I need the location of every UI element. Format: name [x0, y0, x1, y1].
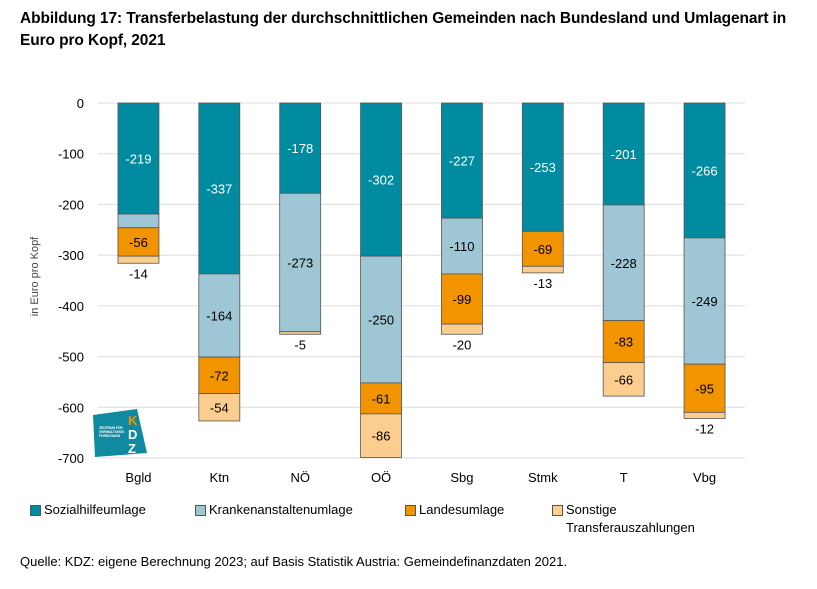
data-label: -164: [206, 308, 232, 323]
legend-label-line1: Sonstige: [566, 502, 617, 517]
data-label: -14: [129, 266, 148, 281]
bar-segment: [198, 102, 241, 275]
data-label: -249: [692, 294, 718, 309]
data-label: -13: [533, 276, 552, 291]
y-tick-label: -200: [58, 197, 84, 212]
data-label: -201: [611, 147, 637, 162]
x-tick-label: T: [620, 470, 628, 485]
legend-swatch: [552, 505, 563, 516]
data-label: -253: [530, 160, 556, 175]
data-label: -56: [129, 235, 148, 250]
data-label: -72: [210, 368, 229, 383]
bar-segment: [683, 363, 726, 413]
data-label: -227: [449, 154, 475, 169]
data-label: -337: [206, 181, 232, 196]
logo-text-line: ZENTRUM FÜR: [99, 426, 123, 430]
data-label: -266: [692, 163, 718, 178]
data-label: -61: [372, 391, 391, 406]
bar-segment: [602, 320, 645, 364]
logo-letter-d: D: [128, 427, 137, 442]
bar-segment: [441, 323, 483, 335]
logo-letter-z: Z: [128, 441, 136, 456]
bar-segment: [521, 265, 564, 274]
bar-segment: [360, 255, 402, 384]
legend-label-line2: Transferauszahlungen: [566, 520, 695, 535]
legend-label: Krankenanstaltenumlage: [209, 502, 353, 517]
bar-segment: [602, 362, 645, 397]
logo-letter-k: K: [128, 413, 138, 428]
data-label: -5: [294, 337, 306, 352]
logo-text-line: VERWALTUNGS: [99, 430, 125, 434]
bar-segment: [117, 227, 160, 257]
data-label: -83: [614, 335, 633, 350]
data-label: -69: [533, 242, 552, 257]
bar-segment: [198, 393, 241, 422]
bar-segment: [602, 204, 645, 321]
legend-item-sozialhilfeumlage: Sozialhilfeumlage: [30, 501, 146, 519]
legend-swatch: [30, 505, 41, 516]
bar-segment: [360, 413, 402, 458]
legend-item-krankenanstaltenumlage: Krankenanstaltenumlage: [195, 501, 353, 519]
y-tick-label: -100: [58, 147, 84, 162]
bar-segment: [198, 356, 241, 394]
x-tick-label: NÖ: [290, 470, 310, 485]
x-tick-label: Sbg: [450, 470, 473, 485]
data-label: -54: [210, 400, 229, 415]
legend-label: Sozialhilfeumlage: [44, 502, 146, 517]
bar-segment: [117, 102, 160, 215]
legend-item-sonstige-transferauszahlungen: Sonstige Transferauszahlungen: [552, 501, 695, 537]
bar-segment: [441, 273, 483, 325]
y-tick-label: -500: [58, 350, 84, 365]
x-tick-label: Bgld: [125, 470, 151, 485]
bar-segment: [360, 382, 402, 415]
bar-segment: [279, 331, 322, 335]
x-tick-label: Vbg: [693, 470, 716, 485]
source-note: Quelle: KDZ: eigene Berechnung 2023; auf…: [20, 554, 568, 569]
data-label: -178: [287, 141, 313, 156]
legend-item-landesumlage: Landesumlage: [405, 501, 504, 519]
x-tick-label: Ktn: [210, 470, 230, 485]
data-label: -250: [368, 313, 394, 328]
bar-segment: [198, 273, 241, 358]
data-label: -66: [614, 372, 633, 387]
legend-swatch: [195, 505, 206, 516]
bar-segment: [360, 102, 402, 257]
x-tick-label: Stmk: [528, 470, 558, 485]
x-tick-label: OÖ: [371, 470, 391, 485]
data-label: -86: [372, 429, 391, 444]
y-tick-label: 0: [77, 96, 84, 111]
kdz-logo: ZENTRUM FÜR VERWALTUNGS FORSCHUNG K D Z: [91, 409, 147, 457]
legend-label: Landesumlage: [419, 502, 505, 517]
data-label: -95: [695, 381, 714, 396]
chart-title: Abbildung 17: Transferbelastung der durc…: [20, 10, 787, 49]
bar-segment: [279, 102, 322, 194]
bar-segment: [602, 102, 645, 206]
data-label: -219: [125, 152, 151, 167]
bar-segment: [683, 237, 726, 365]
bar-segment: [441, 102, 483, 219]
data-label: -12: [695, 421, 714, 436]
y-tick-label: -700: [58, 451, 84, 466]
legend-label: Sonstige Transferauszahlungen: [566, 501, 695, 537]
data-label: -273: [287, 255, 313, 270]
data-label: -228: [611, 256, 637, 271]
bar-segment: [279, 192, 322, 333]
data-label: -110: [449, 239, 474, 254]
bar-segment: [117, 213, 160, 229]
y-axis-label: in Euro pro Kopf: [29, 236, 41, 316]
bar-segment: [521, 230, 564, 267]
kdz-logo-icon: ZENTRUM FÜR VERWALTUNGS FORSCHUNG K D Z: [93, 409, 147, 457]
bar-segment: [117, 255, 160, 264]
data-label: -20: [453, 337, 472, 352]
y-tick-label: -600: [58, 400, 84, 415]
legend-swatch: [405, 505, 416, 516]
bar-segment: [683, 411, 726, 419]
data-label: -302: [368, 173, 394, 188]
logo-text-line: FORSCHUNG: [99, 434, 121, 438]
y-tick-label: -400: [58, 299, 84, 314]
bar-segment: [441, 217, 483, 275]
data-label: -99: [453, 292, 472, 307]
y-tick-label: -300: [58, 248, 84, 263]
